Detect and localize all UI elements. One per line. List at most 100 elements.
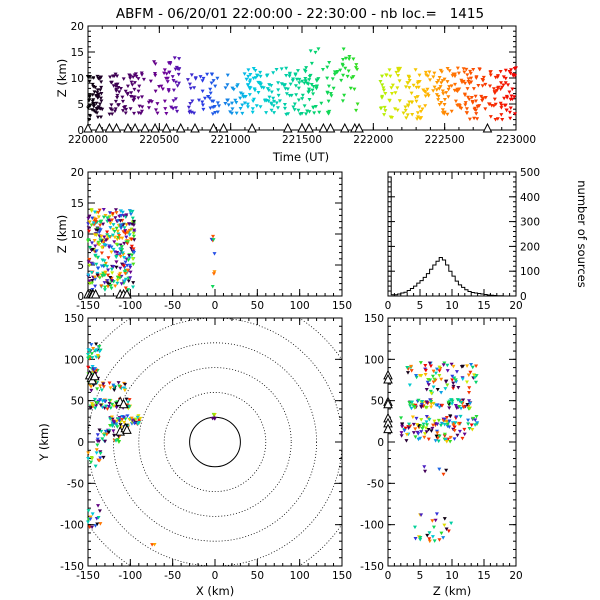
source-point	[88, 515, 93, 519]
source-point	[114, 242, 119, 247]
source-point	[109, 245, 114, 249]
source-point	[508, 106, 513, 111]
source-point	[307, 89, 312, 94]
source-point	[131, 231, 136, 236]
source-point	[308, 49, 313, 53]
source-point	[93, 406, 98, 411]
source-point	[136, 96, 141, 100]
source-point	[125, 268, 130, 273]
source-point	[211, 272, 216, 276]
source-point	[455, 398, 460, 402]
source-point	[476, 84, 481, 88]
source-point	[90, 247, 95, 252]
source-point	[171, 88, 176, 93]
source-point	[437, 373, 442, 378]
source-point	[205, 72, 210, 77]
source-point	[317, 110, 322, 115]
source-point	[450, 402, 455, 406]
x-tick-label: 222000	[353, 134, 393, 146]
x-tick-label: 100	[290, 300, 310, 312]
source-point	[115, 281, 120, 286]
source-point	[410, 112, 415, 117]
source-point	[86, 273, 91, 278]
source-point	[436, 418, 441, 423]
source-point	[264, 111, 269, 115]
source-point	[240, 111, 245, 116]
source-point	[115, 96, 120, 100]
y-tick-label: 0	[77, 125, 84, 137]
source-point	[279, 82, 284, 86]
x-tick-label: 50	[251, 570, 264, 582]
source-point	[311, 106, 316, 110]
source-point	[314, 85, 319, 90]
source-point	[125, 84, 130, 89]
source-point	[390, 115, 395, 120]
y-tick-label: 20	[71, 167, 84, 179]
source-point	[119, 226, 124, 231]
source-point	[449, 362, 454, 367]
source-point	[122, 420, 127, 425]
source-point	[189, 110, 194, 115]
source-point	[130, 253, 135, 257]
y-tick-label: 150	[64, 313, 84, 325]
source-point	[495, 86, 500, 91]
source-point	[234, 111, 239, 116]
source-point	[431, 423, 436, 428]
y-tick-label: 20	[71, 21, 84, 33]
source-point	[95, 433, 100, 437]
source-point	[95, 91, 100, 95]
source-point	[498, 81, 503, 85]
source-point	[98, 75, 103, 80]
source-point	[99, 429, 104, 434]
source-point	[426, 383, 431, 387]
source-point	[97, 459, 102, 463]
source-point	[107, 235, 112, 239]
source-point	[411, 83, 416, 88]
source-point	[325, 65, 330, 70]
source-point	[124, 397, 129, 402]
source-point	[114, 84, 119, 89]
source-point	[94, 249, 99, 253]
source-point	[453, 82, 458, 87]
source-point	[417, 374, 422, 378]
source-point	[506, 83, 511, 87]
x-tick-label: 0	[385, 300, 392, 312]
source-point	[94, 348, 99, 353]
source-point	[131, 281, 136, 285]
source-point	[328, 92, 333, 96]
source-point	[121, 77, 126, 81]
source-point	[254, 73, 259, 78]
source-point	[414, 99, 419, 104]
source-point	[394, 70, 399, 75]
source-point	[423, 405, 428, 410]
source-point	[112, 235, 117, 240]
source-point	[440, 403, 445, 408]
source-point	[238, 91, 243, 95]
source-point	[341, 57, 346, 62]
source-point	[90, 364, 95, 369]
source-point	[89, 352, 94, 356]
source-point	[445, 363, 450, 368]
source-point	[91, 101, 96, 106]
source-point	[442, 361, 447, 366]
source-point	[428, 364, 433, 369]
source-point	[442, 77, 447, 82]
source-point	[131, 262, 136, 267]
source-point	[114, 419, 119, 424]
source-point	[108, 406, 113, 410]
source-point	[244, 77, 249, 82]
source-point	[474, 415, 479, 419]
source-point	[427, 70, 432, 74]
source-point	[115, 425, 120, 429]
source-point	[446, 87, 451, 92]
source-point	[173, 97, 178, 101]
source-point	[152, 543, 157, 547]
source-point	[423, 373, 428, 377]
source-point	[124, 257, 129, 261]
source-point	[124, 107, 129, 112]
source-point	[149, 100, 154, 104]
source-point	[348, 86, 353, 91]
source-point	[90, 512, 95, 516]
source-point	[469, 80, 474, 85]
source-point	[127, 256, 132, 260]
